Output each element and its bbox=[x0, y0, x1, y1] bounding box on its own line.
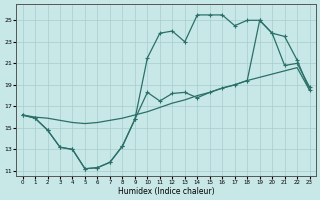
X-axis label: Humidex (Indice chaleur): Humidex (Indice chaleur) bbox=[118, 187, 214, 196]
